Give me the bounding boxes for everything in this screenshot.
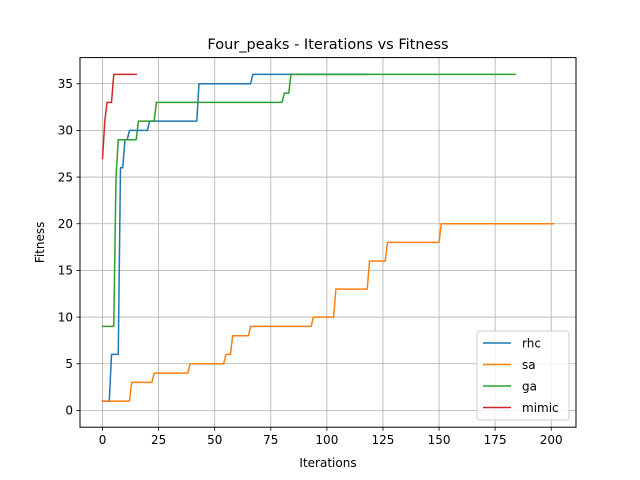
series-line-sa [101, 222, 555, 402]
legend-label-sa: sa [522, 358, 536, 372]
series-line-rhc [101, 73, 369, 402]
legend-box [476, 330, 570, 421]
x-tick-label: 100 [315, 433, 338, 447]
legend-label-ga: ga [522, 379, 537, 393]
series-line-mimic [101, 73, 137, 160]
series-lines [101, 73, 555, 402]
x-tick-label: 200 [540, 433, 563, 447]
legend: rhc sa ga mimic [476, 330, 570, 421]
y-tick-label: 30 [58, 124, 73, 138]
y-tick-label: 25 [58, 170, 73, 184]
x-tick-label: 0 [99, 433, 107, 447]
y-axis-ticks: 0 5 10 15 20 25 30 35 [58, 77, 80, 418]
legend-label-mimic: mimic [522, 401, 559, 415]
y-tick-label: 5 [65, 357, 73, 371]
y-tick-label: 0 [65, 404, 73, 418]
x-tick-label: 125 [372, 433, 395, 447]
x-tick-label: 25 [151, 433, 166, 447]
y-tick-label: 35 [58, 77, 73, 91]
y-axis-label: Fitness [33, 222, 47, 264]
y-tick-label: 15 [58, 264, 73, 278]
series-line-ga [101, 73, 517, 328]
legend-label-rhc: rhc [522, 336, 541, 350]
x-tick-label: 175 [484, 433, 507, 447]
y-tick-label: 20 [58, 217, 73, 231]
x-tick-label: 75 [263, 433, 278, 447]
x-tick-label: 50 [207, 433, 222, 447]
x-tick-label: 150 [428, 433, 451, 447]
chart-title: Four_peaks - Iterations vs Fitness [207, 37, 448, 53]
x-axis-ticks: 0 25 50 75 100 125 150 175 200 [99, 427, 563, 447]
legend-entries: rhc sa ga mimic [483, 336, 559, 415]
y-tick-label: 10 [58, 310, 73, 324]
x-axis-label: Iterations [299, 456, 356, 470]
plot-frame [79, 57, 577, 428]
